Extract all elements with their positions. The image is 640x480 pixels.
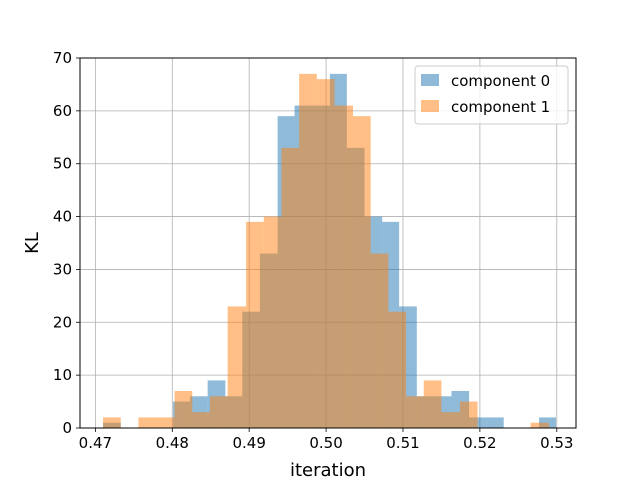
histogram-bar bbox=[103, 417, 121, 428]
y-tick-label: 0 bbox=[62, 419, 72, 437]
histogram-bar bbox=[370, 253, 389, 428]
y-tick-label: 30 bbox=[53, 260, 72, 278]
histogram-bar bbox=[299, 73, 317, 428]
histogram-bar bbox=[156, 417, 175, 428]
histogram-bar bbox=[174, 391, 193, 428]
histogram-bar bbox=[263, 216, 282, 428]
histogram-bar bbox=[316, 79, 335, 429]
plot-frame bbox=[79, 57, 577, 429]
histogram-bar bbox=[192, 412, 210, 428]
x-tick-label: 0.53 bbox=[540, 434, 573, 452]
x-tick-label: 0.48 bbox=[156, 434, 189, 452]
histogram-bar bbox=[388, 311, 407, 428]
histogram-bar bbox=[469, 417, 487, 428]
histogram-bar bbox=[246, 221, 264, 428]
y-tick-label: 10 bbox=[53, 366, 72, 384]
y-tick-label: 70 bbox=[53, 49, 72, 67]
histogram-bar bbox=[281, 147, 300, 428]
histogram-bar bbox=[423, 380, 442, 428]
x-tick-label: 0.49 bbox=[232, 434, 265, 452]
y-tick-label: 50 bbox=[53, 155, 72, 173]
y-tick-label: 20 bbox=[53, 313, 72, 331]
histogram-bar bbox=[352, 116, 371, 429]
histogram-bar bbox=[486, 417, 504, 428]
legend-box bbox=[414, 65, 569, 125]
legend: component 0 component 1 bbox=[414, 65, 569, 125]
bars bbox=[103, 73, 557, 429]
histogram-bar bbox=[334, 105, 353, 429]
legend-label-component-1: component 1 bbox=[451, 98, 550, 116]
y-tick-label: 60 bbox=[53, 102, 72, 120]
x-tick-label: 0.50 bbox=[309, 434, 342, 452]
histogram-bar bbox=[459, 401, 478, 428]
x-tick-label: 0.51 bbox=[386, 434, 419, 452]
legend-label-component-0: component 0 bbox=[451, 72, 550, 90]
histogram-bar bbox=[406, 396, 424, 428]
histogram-bar bbox=[138, 417, 157, 428]
histogram-bar bbox=[209, 396, 228, 428]
x-tick-label: 0.47 bbox=[79, 434, 112, 452]
y-axis: 0 10 20 30 40 50 60 70 bbox=[53, 49, 80, 437]
histogram-bar bbox=[441, 412, 460, 428]
y-tick-label: 40 bbox=[53, 208, 72, 226]
histogram-bar bbox=[530, 422, 550, 428]
x-tick-label: 0.52 bbox=[463, 434, 496, 452]
histogram-bar bbox=[227, 306, 247, 428]
series-1 bbox=[103, 73, 550, 429]
legend-swatch-component-0 bbox=[421, 74, 439, 86]
y-axis-label: KL bbox=[22, 232, 43, 254]
legend-swatch-component-1 bbox=[421, 100, 439, 112]
x-axis: 0.47 0.48 0.49 0.50 0.51 0.52 0.53 bbox=[79, 428, 573, 452]
x-axis-label: iteration bbox=[290, 460, 366, 480]
